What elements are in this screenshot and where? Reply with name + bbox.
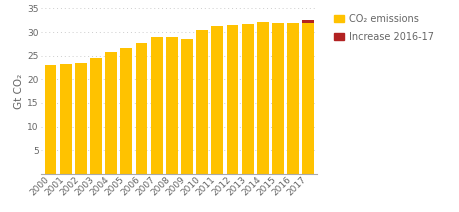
Legend: CO₂ emissions, Increase 2016-17: CO₂ emissions, Increase 2016-17 <box>330 10 437 46</box>
Bar <box>226 25 238 174</box>
Bar <box>286 23 298 174</box>
Bar <box>45 65 56 174</box>
Y-axis label: Gt CO₂: Gt CO₂ <box>14 74 24 109</box>
Bar <box>135 43 147 174</box>
Bar <box>211 26 223 174</box>
Bar <box>151 37 162 174</box>
Bar <box>75 63 87 174</box>
Bar <box>166 37 177 174</box>
Bar <box>196 30 207 174</box>
Bar <box>256 22 268 174</box>
Bar <box>241 24 253 174</box>
Bar <box>120 48 132 174</box>
Bar <box>302 23 313 174</box>
Bar <box>60 64 72 174</box>
Bar <box>105 52 117 174</box>
Bar <box>181 39 192 174</box>
Bar <box>271 23 283 174</box>
Bar <box>90 58 102 174</box>
Bar <box>302 20 313 23</box>
